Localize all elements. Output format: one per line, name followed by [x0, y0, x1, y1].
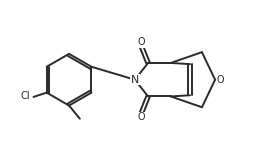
Text: O: O [137, 37, 145, 47]
Text: Cl: Cl [20, 92, 30, 101]
Text: N: N [131, 75, 139, 85]
Text: O: O [217, 75, 224, 85]
Text: O: O [137, 112, 145, 122]
